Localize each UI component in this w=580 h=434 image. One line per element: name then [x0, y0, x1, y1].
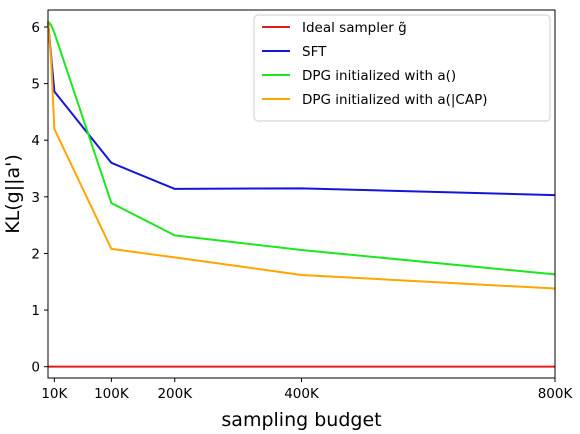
x-axis-label: sampling budget [221, 409, 381, 431]
x-tick-label: 800K [538, 386, 574, 402]
y-tick-label: 6 [31, 20, 40, 36]
legend-label-1: Ideal sampler g̃ [302, 20, 407, 36]
y-tick-label: 3 [31, 190, 40, 206]
legend-label-2: SFT [302, 44, 327, 60]
y-axis-label: KL(g||a') [2, 154, 24, 234]
x-axis: 10K 100K 200K 400K 800K [41, 378, 573, 402]
x-tick-label: 10K [41, 386, 68, 402]
y-axis: 0 1 2 3 4 5 6 [31, 20, 48, 376]
y-tick-label: 2 [31, 246, 40, 262]
y-tick-label: 1 [31, 303, 40, 319]
x-tick-label: 400K [284, 386, 320, 402]
legend-label-4: DPG initialized with a(|CAP) [302, 92, 488, 108]
legend: Ideal sampler g̃ SFT DPG initialized with … [253, 14, 551, 122]
legend-box [253, 14, 551, 122]
series-line-3 [47, 20, 556, 276]
y-tick-label: 0 [31, 360, 40, 376]
series-layer [47, 20, 556, 368]
y-tick-label: 4 [31, 133, 40, 149]
x-tick-label: 200K [157, 386, 193, 402]
legend-label-3: DPG initialized with a() [302, 68, 456, 84]
series-line-4 [47, 21, 556, 290]
series-line-2 [47, 21, 556, 197]
x-tick-label: 100K [94, 386, 130, 402]
y-tick-label: 5 [31, 77, 40, 93]
